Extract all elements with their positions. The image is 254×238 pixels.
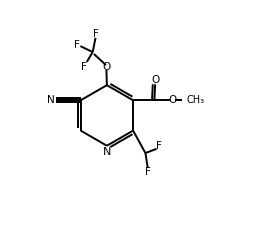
Text: O: O [168,95,177,105]
Text: N: N [103,147,111,157]
Text: F: F [145,167,151,177]
Text: CH₃: CH₃ [187,95,205,105]
Text: N: N [47,95,55,105]
Text: F: F [156,141,162,151]
Text: O: O [151,75,159,85]
Text: F: F [81,62,87,72]
Text: F: F [93,29,99,39]
Text: O: O [102,62,110,72]
Text: F: F [74,40,80,50]
